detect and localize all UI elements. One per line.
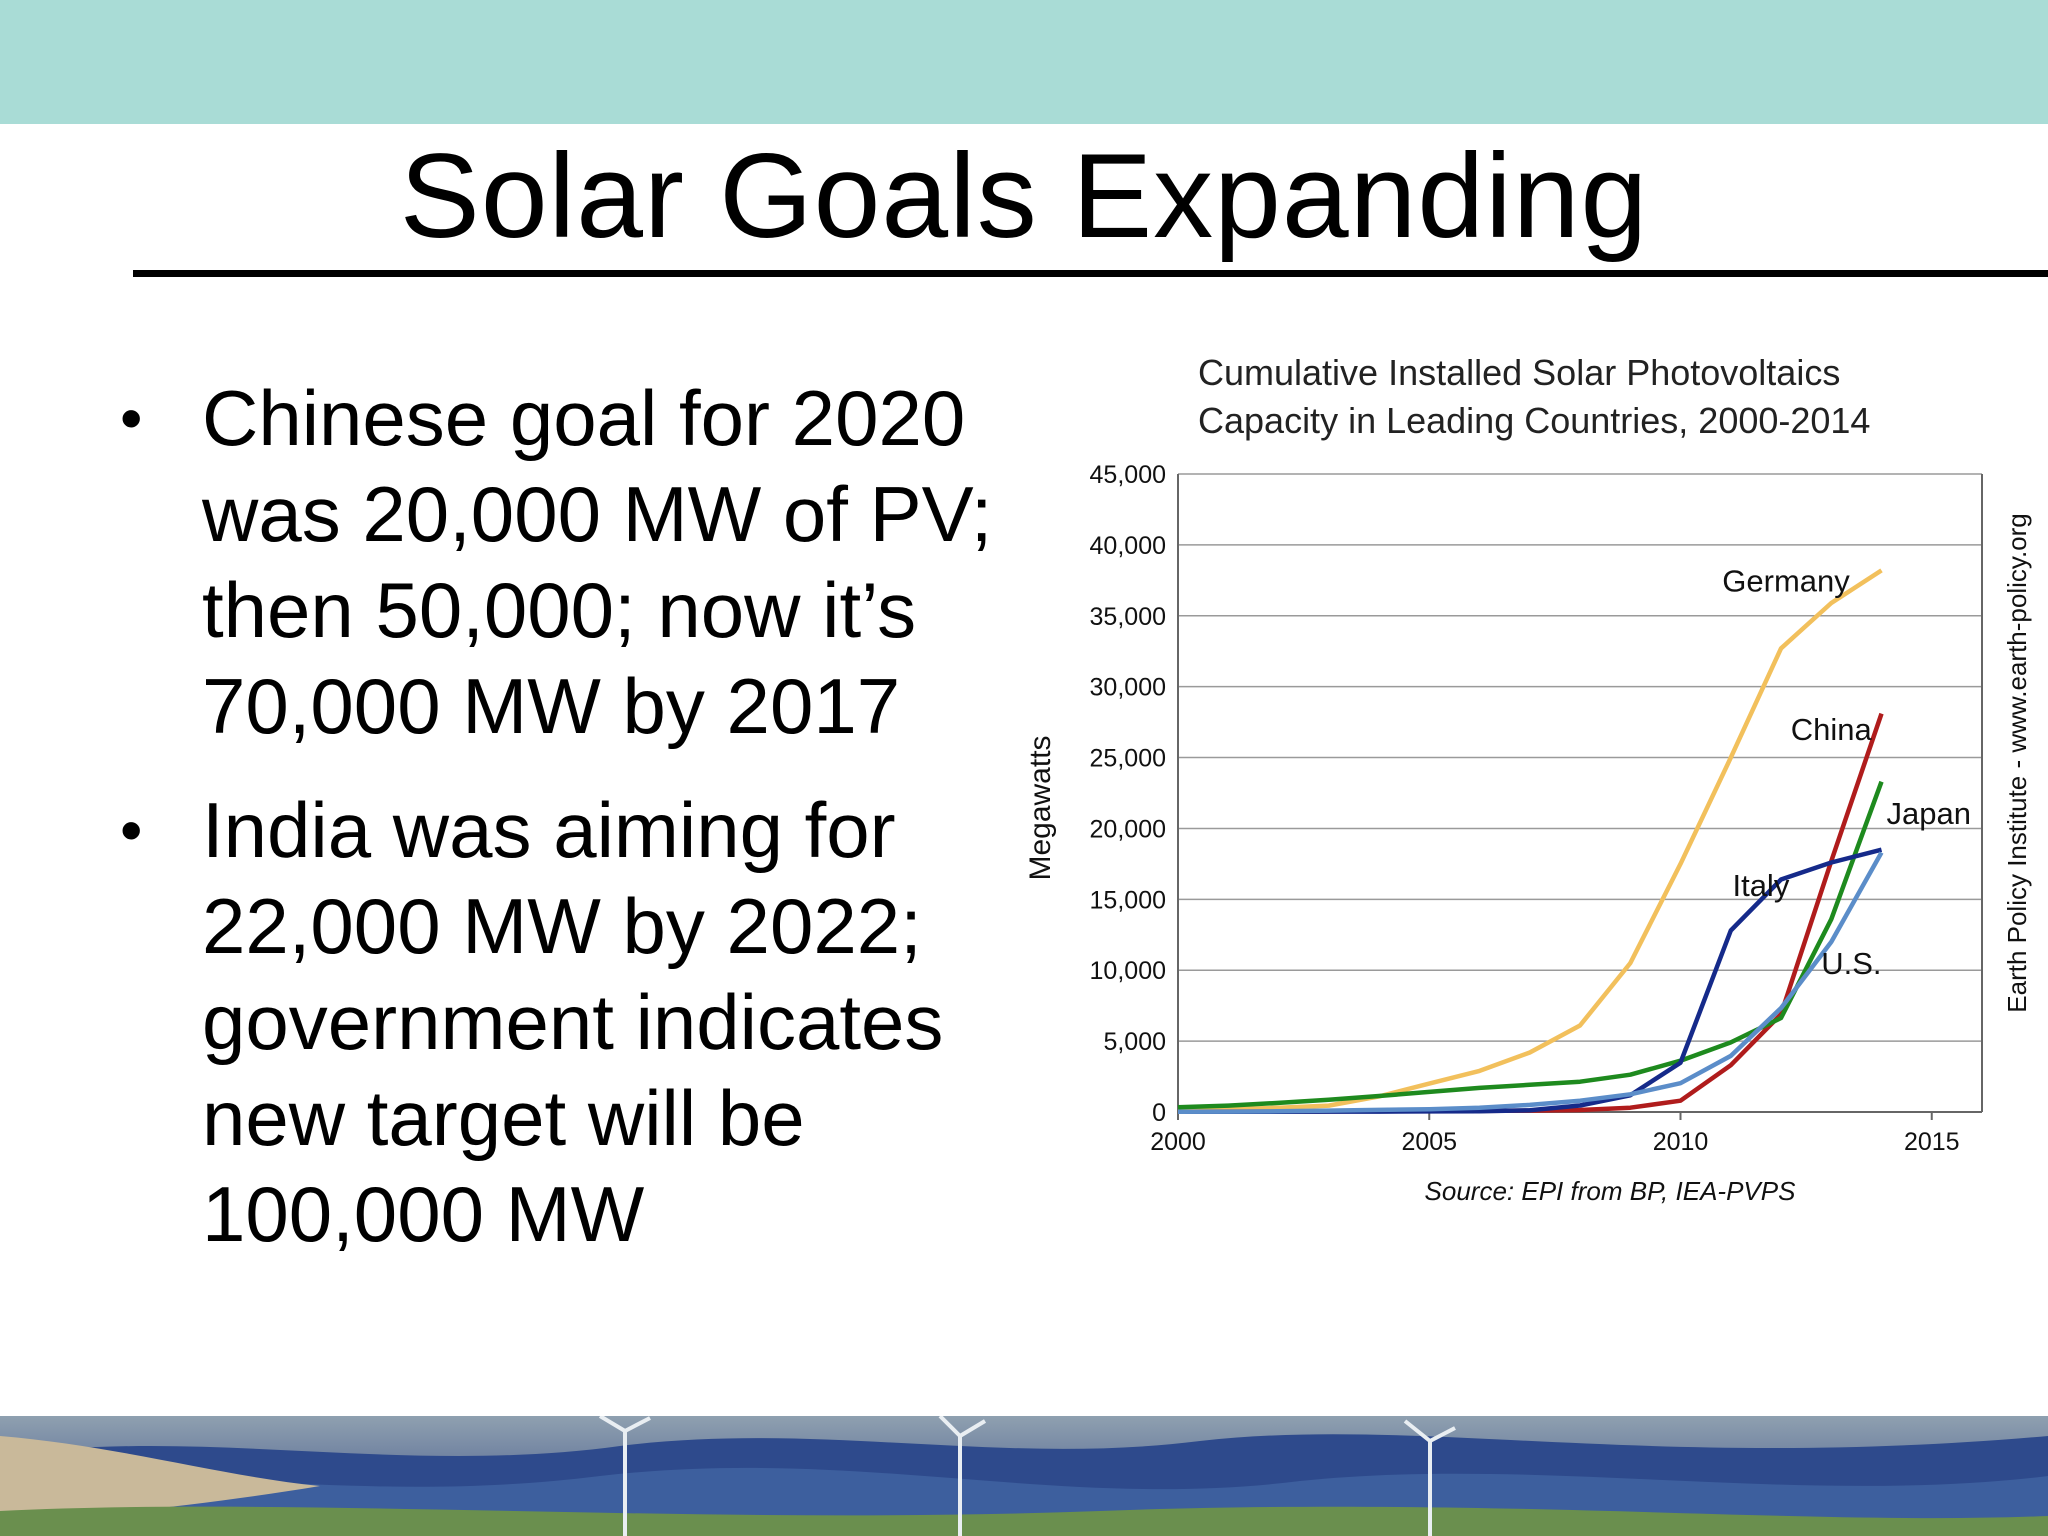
y-tick-label: 35,000	[1090, 603, 1166, 631]
series-label: U.S.	[1821, 946, 1881, 981]
series-line-germany	[1177, 568, 1883, 1113]
series-line-us	[1177, 851, 1884, 1114]
y-tick-label: 25,000	[1090, 745, 1166, 773]
bullet-glyph: •	[120, 794, 143, 866]
title-underline	[133, 270, 2048, 277]
chart-side-credit: Earth Policy Institute - www.earth-polic…	[2002, 513, 2032, 1012]
x-tick-label: 2015	[1904, 1128, 1960, 1156]
bullet-glyph: •	[120, 382, 143, 454]
solar-capacity-chart: Cumulative Installed Solar Photovoltaics…	[1024, 352, 2032, 1206]
y-axis-label: Megawatts	[1024, 735, 1057, 880]
y-tick-label: 45,000	[1090, 461, 1166, 489]
series-label: China	[1791, 712, 1873, 747]
y-tick-label: 10,000	[1090, 957, 1166, 985]
chart-title-line: Cumulative Installed Solar Photovoltaics	[1198, 352, 1840, 393]
series-label: Japan	[1887, 796, 1971, 831]
series-line-japan	[1177, 780, 1884, 1110]
chart-source: Source: EPI from BP, IEA-PVPS	[1425, 1176, 1797, 1206]
series-label: Germany	[1722, 563, 1850, 598]
chart-title-line: Capacity in Leading Countries, 2000-2014	[1198, 400, 1870, 441]
y-tick-label: 15,000	[1090, 886, 1166, 914]
y-tick-label: 0	[1152, 1099, 1166, 1127]
bullet-text-china: Chinese goal for 2020 was 20,000 MW of P…	[202, 374, 993, 750]
bullet-text-india: India was aiming for 22,000 MW by 2022; …	[202, 786, 944, 1258]
x-tick-label: 2000	[1150, 1128, 1206, 1156]
y-tick-label: 30,000	[1090, 674, 1166, 702]
y-tick-label: 5,000	[1103, 1028, 1166, 1056]
top-banner	[0, 0, 2048, 124]
x-tick-label: 2005	[1401, 1128, 1457, 1156]
bullet-item-china: • Chinese goal for 2020 was 20,000 MW of …	[120, 370, 1020, 754]
bullet-item-india: • India was aiming for 22,000 MW by 2022;…	[120, 782, 1020, 1262]
x-tick-label: 2010	[1653, 1128, 1709, 1156]
y-tick-label: 40,000	[1090, 532, 1166, 560]
series-label: Italy	[1732, 868, 1789, 903]
wind-farm-landscape-image	[0, 1416, 2048, 1536]
slide-title: Solar Goals Expanding	[399, 129, 1649, 263]
y-tick-label: 20,000	[1090, 815, 1166, 843]
bullet-list: • Chinese goal for 2020 was 20,000 MW of …	[120, 370, 1020, 1290]
